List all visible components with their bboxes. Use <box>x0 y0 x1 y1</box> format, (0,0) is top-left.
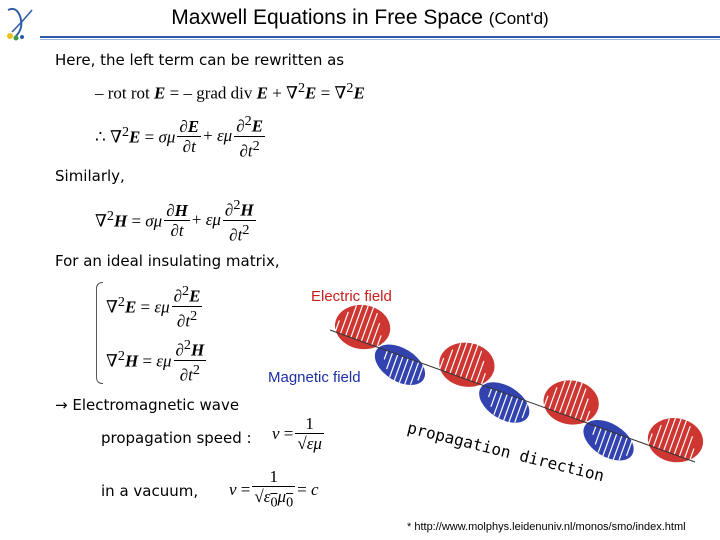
electric-lobe <box>334 304 391 350</box>
field-stripe <box>360 305 375 342</box>
vacuum-text: in a vacuum, <box>101 482 199 500</box>
field-stripe <box>569 381 584 417</box>
magnetic-field-label: Magnetic field <box>268 369 361 386</box>
field-stripe <box>597 429 607 453</box>
field-stripe <box>334 320 340 333</box>
field-stripe <box>579 398 589 421</box>
field-stripe <box>383 350 388 360</box>
field-stripe <box>454 339 469 376</box>
field-stripe <box>497 393 508 421</box>
field-stripe <box>339 311 349 334</box>
title-suffix: (Cont'd) <box>488 9 549 28</box>
title-rule <box>40 36 720 38</box>
field-stripe <box>647 433 653 446</box>
propagation-speed-text: propagation speed : <box>101 429 252 447</box>
field-stripe <box>480 372 486 385</box>
field-stripe <box>673 418 688 455</box>
field-stripe <box>663 415 678 451</box>
field-stripe <box>409 361 420 385</box>
field-stripe <box>376 335 382 348</box>
field-stripe <box>345 305 358 336</box>
field-stripe <box>389 354 399 378</box>
similarly-text: Similarly, <box>55 167 125 185</box>
field-stripe <box>465 343 479 380</box>
field-stripe <box>365 312 378 344</box>
arrow-icon: → <box>55 396 73 414</box>
field-stripe <box>475 360 485 384</box>
intro-text: Here, the left term can be rewritten as <box>55 51 345 69</box>
equation-wave-e: ∴ ∇2E = σμ ∂E ∂t + εμ ∂2E ∂t2 <box>95 113 266 161</box>
electric-lobe <box>647 418 704 463</box>
field-stripe <box>386 352 394 370</box>
field-stripe <box>470 350 483 382</box>
field-stripe <box>521 401 529 419</box>
field-stripe <box>459 339 475 378</box>
field-stripe <box>444 349 454 372</box>
field-stripe <box>501 395 514 425</box>
field-stripe <box>417 363 425 381</box>
em-wave-text: Electromagnetic wave <box>72 396 240 414</box>
field-stripe <box>355 301 371 340</box>
em-wave-illustration <box>329 301 704 463</box>
field-stripe <box>584 410 591 423</box>
field-stripe <box>548 387 558 410</box>
field-stripe <box>403 359 414 387</box>
field-stripe <box>397 358 409 387</box>
slide-title: Maxwell Equations in Free Space (Cont'd) <box>0 6 720 30</box>
field-stripe <box>564 377 579 416</box>
field-stripe <box>558 377 573 414</box>
field-stripe <box>425 365 430 375</box>
field-stripe <box>592 425 597 436</box>
ideal-text: For an ideal insulating matrix, <box>55 252 280 270</box>
equation-speed: v = 1 √εμ <box>272 414 324 453</box>
field-stripe <box>633 441 639 451</box>
source-footnote: * http://www.molphys.leidenuniv.nl/monos… <box>407 521 686 533</box>
electric-field-label: Electric field <box>311 288 392 305</box>
field-stripe <box>514 399 524 423</box>
field-stripe <box>529 403 534 413</box>
title-rule-thin <box>40 39 720 40</box>
equation-brace <box>96 282 103 384</box>
propagation-axis <box>329 329 696 463</box>
field-stripe <box>487 388 493 398</box>
field-stripe <box>507 397 519 425</box>
em-wave-line: → Electromagnetic wave <box>55 396 239 414</box>
field-stripe <box>574 388 587 419</box>
equation-vacuum-speed: v = 1 √ε0μ0 = c <box>229 467 319 511</box>
equation-ideal-h: ∇2H = εμ ∂2H ∂t2 <box>106 337 207 385</box>
equation-rot-rot: – rot rot E = – grad div E + ∇2E = ∇2E <box>95 80 365 103</box>
equation-ideal-e: ∇2E = εμ ∂2E ∂t2 <box>106 283 203 331</box>
field-stripe <box>493 392 503 416</box>
field-stripe <box>449 343 462 374</box>
field-stripe <box>684 436 694 459</box>
title-main: Maxwell Equations in Free Space <box>171 6 483 29</box>
field-stripe <box>371 322 381 346</box>
field-stripe <box>618 437 628 461</box>
field-stripe <box>350 301 365 338</box>
field-stripe <box>606 433 618 462</box>
field-stripe <box>678 426 691 457</box>
field-stripe <box>625 439 633 456</box>
field-stripe <box>490 390 498 407</box>
institution-logo <box>7 7 33 41</box>
wave-lobes <box>329 301 704 463</box>
field-stripe <box>392 356 404 384</box>
field-stripe <box>438 357 445 370</box>
field-stripe <box>668 415 683 453</box>
electric-lobe <box>543 380 599 425</box>
field-stripe <box>611 435 623 463</box>
field-stripe <box>543 395 549 408</box>
field-stripe <box>601 431 613 459</box>
electric-lobe <box>439 342 495 387</box>
field-stripe <box>657 418 670 450</box>
field-stripe <box>553 380 566 412</box>
field-stripe <box>689 448 695 461</box>
equation-wave-h: ∇2H = σμ ∂H ∂t + εμ ∂2H ∂t2 <box>95 197 256 245</box>
field-stripe <box>594 427 602 445</box>
field-stripe <box>652 424 662 448</box>
